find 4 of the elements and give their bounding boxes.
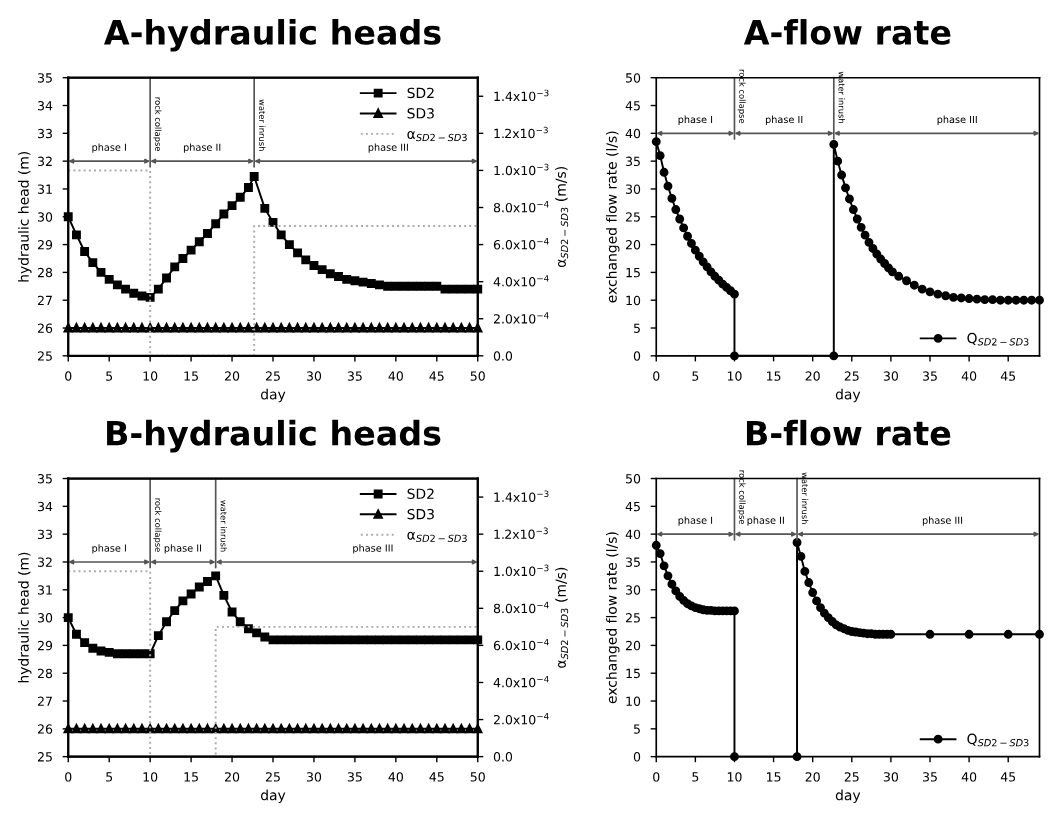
chart-title: A-flow rate xyxy=(743,19,951,45)
chart-title: B-hydraulic heads xyxy=(107,419,441,453)
chart-title: A-hydraulic heads xyxy=(103,19,441,52)
chart-title: B-flow rate xyxy=(746,419,951,446)
